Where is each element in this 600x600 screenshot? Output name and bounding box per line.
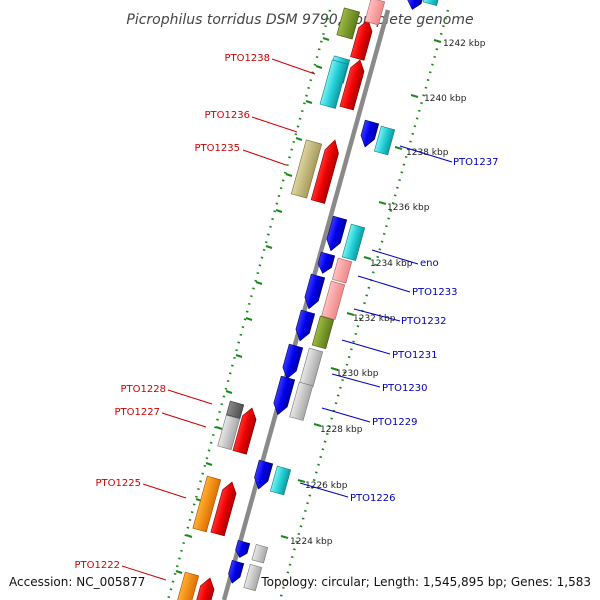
gene-left-red-6[interactable] [192,576,217,600]
gene-left-red-2[interactable] [339,58,367,111]
gene-right-grey-1[interactable] [299,347,324,387]
gene-right-blue-5[interactable] [280,343,304,381]
left-strand-genes [174,0,386,600]
gene-right-blue-4[interactable] [293,309,316,343]
gene-left-red-3[interactable] [310,138,342,204]
gene-right-blue-2[interactable] [316,251,336,275]
gene-label-pto1229[interactable]: PTO1229 [372,417,417,428]
gene-right-blue-9[interactable] [226,560,245,584]
gene-label-pto1235[interactable]: PTO1235 [195,143,240,154]
gene-right-blue-6[interactable] [271,375,296,416]
gene-left-olive-top[interactable] [336,7,361,40]
gene-left-orange-1[interactable] [192,475,222,533]
kbp-tick-label: 1230 kbp [336,369,379,379]
gene-right-olive[interactable] [311,315,335,350]
gene-label-pto1222[interactable]: PTO1222 [75,560,120,571]
gene-label-pto1233[interactable]: PTO1233 [412,287,457,298]
kbp-tick-label: 1228 kbp [320,425,363,435]
gene-right-grey-4[interactable] [243,564,263,592]
kbp-tick-label: 1224 kbp [290,537,333,547]
gene-right-grey-2[interactable] [289,381,314,421]
gene-right-grey-3[interactable] [251,544,269,564]
kbp-tick-label: 1236 kbp [387,203,430,213]
right-strand-genes [226,0,440,592]
gene-right-blue-7[interactable] [252,459,274,491]
gene-label-pto1227[interactable]: PTO1227 [115,407,160,418]
gene-label-pto1232[interactable]: PTO1232 [401,316,446,327]
gene-right-cyan-pto1226[interactable] [269,465,292,496]
gene-left-grey[interactable] [217,414,241,451]
gene-right-pink-2[interactable] [321,280,346,320]
gene-label-pto1238[interactable]: PTO1238 [225,53,270,64]
kbp-tick-label: 1238 kbp [406,148,449,158]
gene-label-eno[interactable]: eno [420,258,439,269]
gene-label-pto1228[interactable]: PTO1228 [121,384,166,395]
gene-left-khaki[interactable] [290,139,323,199]
kbp-tick-label: 1240 kbp [424,94,467,104]
genome-backbone [221,9,391,600]
gene-left-pink-top[interactable] [364,0,386,26]
left-gene-labels: PTO1238 PTO1236 PTO1235 PTO1228 PTO1227 … [75,53,316,581]
gene-left-red-4[interactable] [232,406,259,455]
gene-left-red-5[interactable] [210,480,239,537]
gene-right-pink-1[interactable] [332,257,353,284]
gene-label-pto1236[interactable]: PTO1236 [205,110,250,121]
gene-right-cyan-top[interactable] [422,0,440,6]
kbp-tick-label: 1226 kbp [305,481,348,491]
gene-label-pto1230[interactable]: PTO1230 [382,383,427,394]
kbp-tick-label: 1232 kbp [353,314,396,324]
gene-right-blue-top[interactable] [406,0,424,11]
gene-label-pto1226[interactable]: PTO1226 [350,493,395,504]
gene-right-cyan-eno[interactable] [341,223,366,262]
gene-right-blue-8[interactable] [234,540,251,559]
gene-left-darkgrey[interactable] [226,400,245,419]
right-gene-labels: PTO1237 eno PTO1233 PTO1232 PTO1231 PTO1… [299,145,498,504]
gene-right-blue-pto1237[interactable] [358,119,380,149]
kbp-tick-label: 1242 kbp [443,39,486,49]
gene-left-orange-2[interactable] [174,571,200,600]
gene-label-pto1225[interactable]: PTO1225 [96,478,141,489]
gene-right-cyan-pto1237[interactable] [373,125,396,156]
map-title: Picrophilus torridus DSM 9790, complete … [126,12,473,28]
accession-text: Accession: NC_005877 [9,575,145,589]
topology-text: Topology: circular; Length: 1,545,895 bp… [260,575,591,589]
gene-label-pto1237[interactable]: PTO1237 [453,157,498,168]
kbp-tick-label: 1234 kbp [370,259,413,269]
gene-right-blue-eno[interactable] [324,215,348,253]
kbp-ticks: 1242 kbp 1240 kbp 1238 kbp 1236 kbp 1234… [280,39,486,547]
gene-label-pto1231[interactable]: PTO1231 [392,350,437,361]
gene-left-cyan-2[interactable] [319,59,349,109]
gene-right-blue-3[interactable] [302,273,326,311]
